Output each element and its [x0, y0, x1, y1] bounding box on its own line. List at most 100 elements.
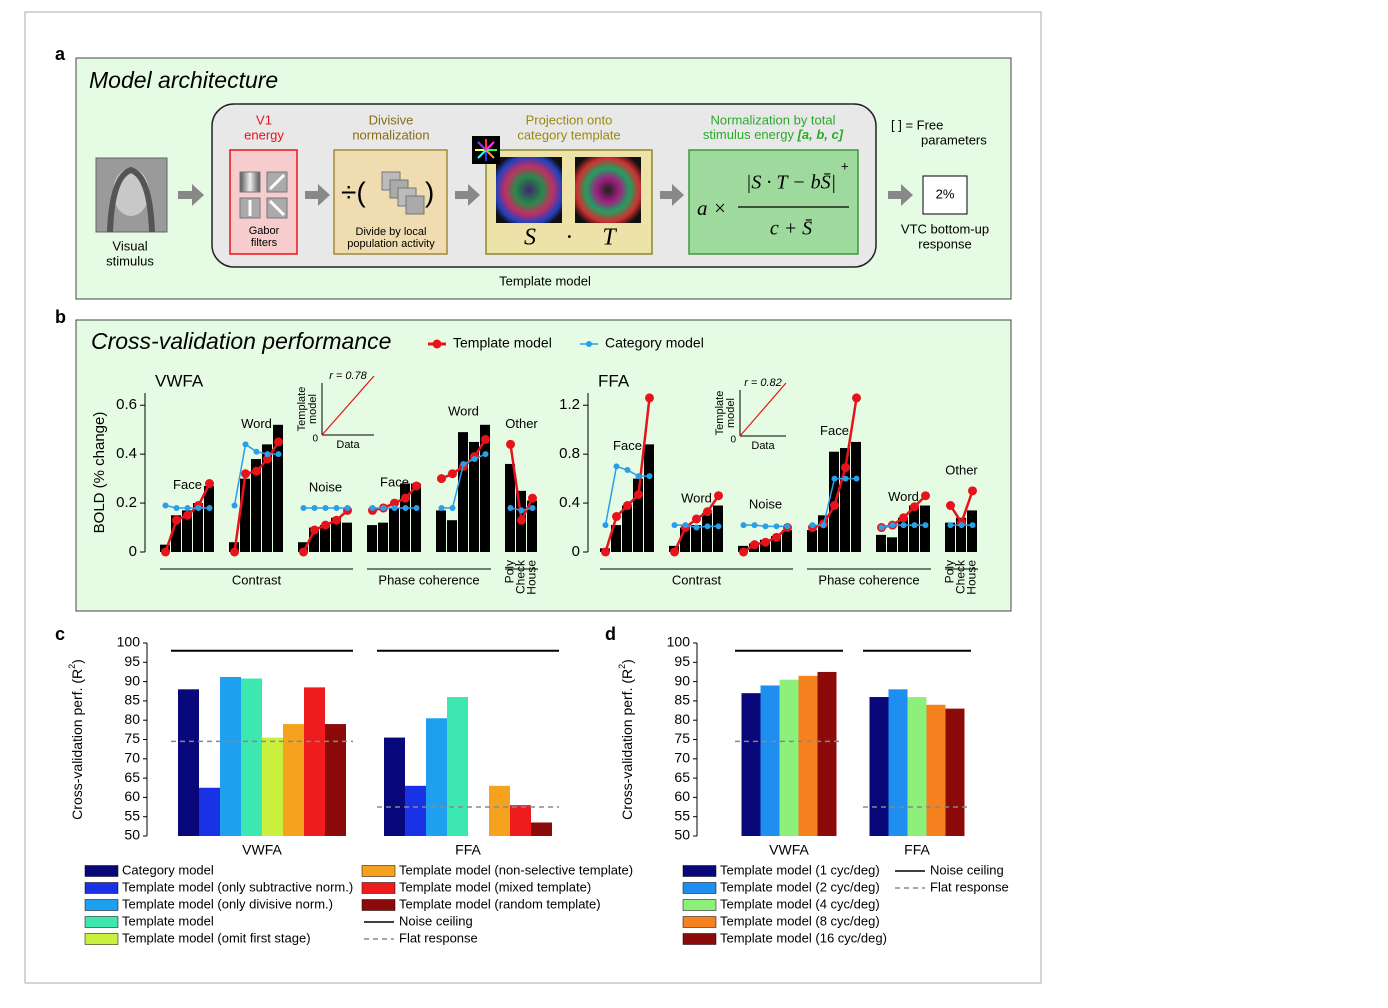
model-point	[195, 504, 202, 511]
legend-swatch	[682, 899, 717, 911]
legend-swatch	[84, 865, 119, 877]
bar	[691, 525, 701, 552]
model-point	[646, 473, 653, 480]
model-point	[634, 490, 643, 500]
model-point	[671, 522, 678, 529]
color-wheel-spokes	[475, 139, 497, 161]
y-axis-label-part: )	[619, 659, 635, 664]
divide-symbol: ÷(	[341, 176, 366, 207]
legend-label: Template model (16 cyc/deg)	[720, 930, 887, 945]
y-axis-label-part: Cross-validation perf. (R	[619, 669, 635, 820]
bar	[798, 675, 818, 836]
y-tick-label: 60	[674, 788, 690, 804]
stage-title: Divisive	[369, 112, 414, 127]
model-point	[623, 501, 632, 511]
legend-swatch	[682, 865, 717, 877]
group-label: Other	[505, 416, 538, 431]
inset-origin-label: 0	[312, 434, 318, 445]
y-tick-label: 0.4	[116, 445, 137, 462]
model-point	[183, 510, 192, 520]
model-point	[507, 504, 514, 511]
group-label: Other	[945, 462, 978, 477]
model-point	[438, 504, 445, 511]
model-point	[184, 504, 191, 511]
legend-label: Template model (8 cyc/deg)	[720, 913, 880, 928]
y-tick-label: 50	[674, 827, 690, 843]
legend-label: Flat response	[399, 930, 478, 945]
bar	[817, 671, 837, 836]
bar	[436, 510, 446, 552]
legend-label: Category model	[605, 335, 704, 351]
patch	[405, 195, 425, 215]
stage-title: V1	[256, 112, 272, 127]
model-point	[401, 493, 410, 503]
legend-label: Category model	[122, 862, 214, 877]
model-point	[704, 523, 711, 530]
section-label: Contrast	[672, 572, 722, 587]
bar	[447, 520, 457, 552]
model-point	[969, 522, 976, 529]
inset-r-label: r = 0.82	[744, 377, 782, 389]
model-point	[831, 475, 838, 482]
model-point	[852, 393, 861, 403]
x-category-label: Poly	[503, 560, 517, 583]
model-point	[739, 547, 748, 557]
section-label: Phase coherence	[378, 572, 479, 587]
y-axis-label: Cross-validation perf. (R2)	[67, 659, 84, 820]
model-point	[275, 451, 282, 458]
legend-marker	[432, 339, 442, 349]
model-point	[740, 522, 747, 529]
bar	[782, 529, 792, 552]
bar	[389, 507, 399, 552]
divide-symbol: )	[425, 176, 434, 207]
y-axis-label: BOLD (% change)	[91, 412, 108, 534]
stage-label: Divide by local	[356, 226, 427, 238]
bar	[426, 718, 447, 836]
model-point	[253, 448, 260, 455]
bar	[771, 536, 781, 552]
free-parameters: [a, b, c]	[797, 127, 844, 142]
stimulus-label: Visual	[112, 238, 147, 253]
y-axis-label: Cross-validation perf. (R2)	[617, 659, 634, 820]
model-point	[751, 522, 758, 529]
output-label: VTC bottom-up	[901, 221, 989, 236]
model-point	[613, 463, 620, 470]
y-tick-label: 90	[674, 672, 690, 688]
x-tick-label: FFA	[455, 842, 481, 858]
model-point	[842, 475, 849, 482]
legend-marker	[586, 341, 592, 347]
formula-numerator: |S · T − bS̄|	[746, 172, 836, 194]
output-box	[922, 175, 968, 215]
bar	[273, 424, 283, 552]
arrow	[888, 184, 913, 206]
legend-swatch	[84, 916, 119, 928]
x-tick-label: VWFA	[242, 842, 282, 858]
legend-swatch	[84, 933, 119, 945]
bar	[702, 512, 712, 552]
bar	[760, 685, 780, 836]
legend-label: Noise ceiling	[930, 862, 1004, 877]
bar	[967, 510, 977, 552]
stage-label: Gabor	[249, 225, 280, 237]
model-point	[263, 454, 272, 464]
legend-label: Template model (2 cyc/deg)	[720, 879, 880, 894]
model-point	[968, 486, 977, 496]
model-point	[206, 504, 213, 511]
panel-label: a	[55, 44, 66, 64]
bar	[469, 441, 479, 552]
bar	[887, 537, 897, 552]
hair	[107, 166, 155, 233]
inset-x-label: Data	[336, 439, 360, 451]
model-point	[506, 439, 515, 449]
bar	[262, 444, 272, 552]
panel-box	[75, 319, 1012, 612]
legend-label: Template model (non-selective template)	[399, 862, 633, 877]
bar	[741, 693, 761, 836]
model-point	[448, 469, 457, 479]
model-point	[517, 515, 526, 525]
bar	[193, 503, 203, 552]
y-tick-label: 95	[124, 653, 140, 669]
bar	[898, 517, 908, 552]
bar	[633, 478, 643, 552]
model-point	[528, 493, 537, 503]
